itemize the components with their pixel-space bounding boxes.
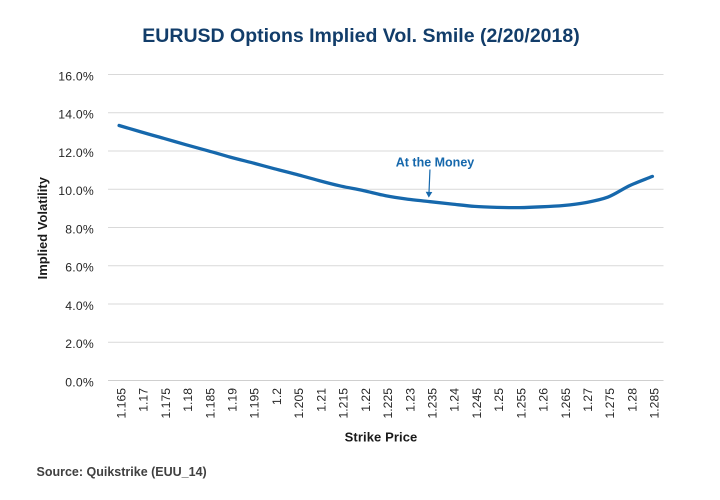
svg-text:1.255: 1.255 <box>514 388 528 419</box>
svg-text:1.175: 1.175 <box>159 388 173 419</box>
svg-text:1.18: 1.18 <box>181 388 195 412</box>
svg-text:0.0%: 0.0% <box>65 376 94 390</box>
svg-text:8.0%: 8.0% <box>65 223 94 237</box>
svg-text:1.22: 1.22 <box>359 388 373 412</box>
svg-text:1.165: 1.165 <box>114 388 128 419</box>
svg-text:1.28: 1.28 <box>626 388 640 412</box>
svg-text:Implied Volatility: Implied Volatility <box>35 176 50 279</box>
svg-text:14.0%: 14.0% <box>58 108 94 122</box>
svg-text:1.2: 1.2 <box>270 388 284 405</box>
svg-text:At the Money: At the Money <box>396 155 475 169</box>
svg-text:1.24: 1.24 <box>448 388 462 412</box>
svg-text:Source: Quikstrike (EUU_14): Source: Quikstrike (EUU_14) <box>37 465 207 479</box>
svg-text:1.225: 1.225 <box>381 388 395 419</box>
svg-text:12.0%: 12.0% <box>58 146 94 160</box>
svg-text:6.0%: 6.0% <box>65 261 94 275</box>
svg-text:Strike Price: Strike Price <box>345 430 418 445</box>
svg-text:1.195: 1.195 <box>248 388 262 419</box>
svg-text:1.285: 1.285 <box>648 388 662 419</box>
svg-text:10.0%: 10.0% <box>58 184 94 198</box>
svg-text:2.0%: 2.0% <box>65 337 94 351</box>
svg-text:1.265: 1.265 <box>559 388 573 419</box>
svg-text:1.215: 1.215 <box>337 388 351 419</box>
svg-text:1.27: 1.27 <box>581 388 595 412</box>
svg-text:1.26: 1.26 <box>537 388 551 412</box>
svg-text:1.25: 1.25 <box>492 388 506 412</box>
svg-text:4.0%: 4.0% <box>65 299 94 313</box>
svg-text:1.245: 1.245 <box>470 388 484 419</box>
svg-text:1.17: 1.17 <box>137 388 151 412</box>
svg-text:1.19: 1.19 <box>226 388 240 412</box>
svg-text:1.21: 1.21 <box>314 388 328 412</box>
svg-text:1.235: 1.235 <box>426 388 440 419</box>
svg-text:1.275: 1.275 <box>603 388 617 419</box>
svg-text:1.205: 1.205 <box>292 388 306 419</box>
svg-text:EURUSD Options Implied Vol. Sm: EURUSD Options Implied Vol. Smile (2/20/… <box>142 25 579 47</box>
svg-text:16.0%: 16.0% <box>58 70 94 84</box>
svg-text:1.185: 1.185 <box>203 388 217 419</box>
svg-text:1.23: 1.23 <box>403 388 417 412</box>
